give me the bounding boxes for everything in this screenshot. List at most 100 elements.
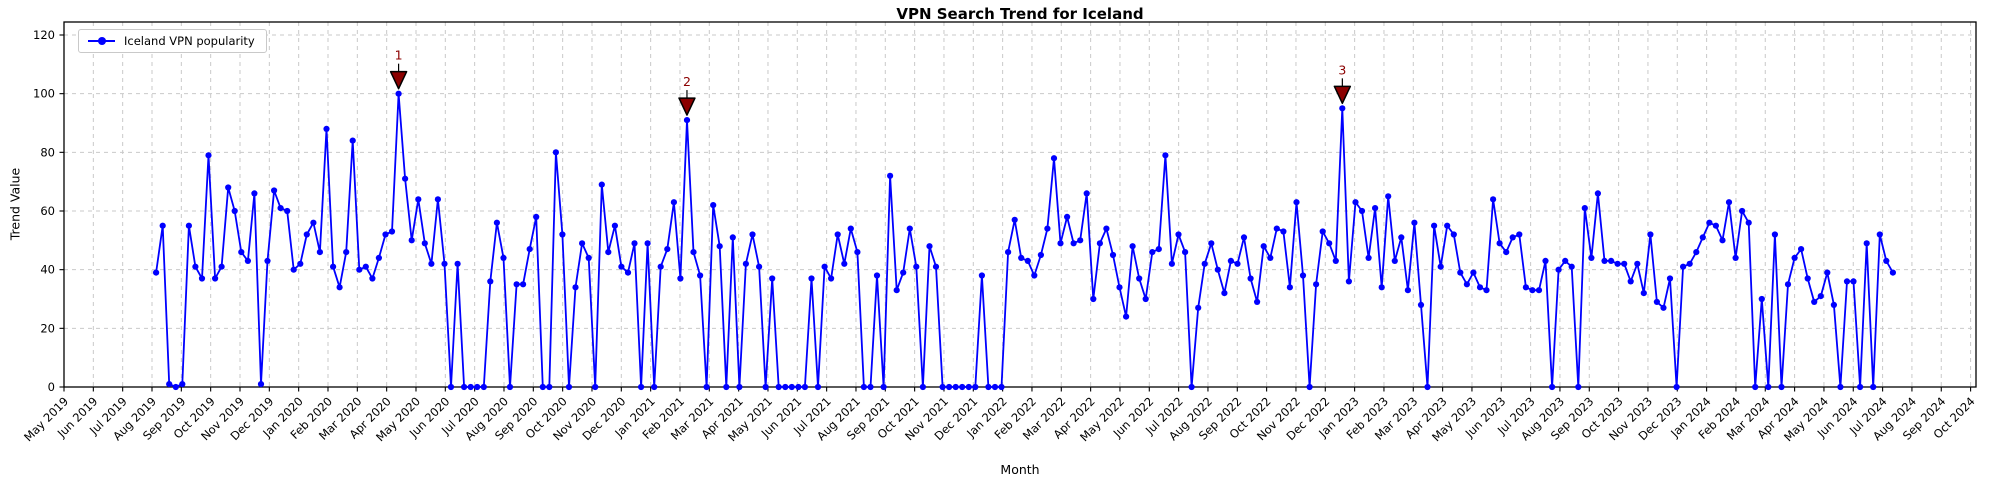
data-point-marker-icon: [343, 249, 350, 256]
data-point-marker-icon: [513, 281, 520, 288]
data-point-marker-icon: [1254, 298, 1261, 305]
data-point-marker-icon: [952, 383, 959, 391]
data-point-marker-icon: [1332, 257, 1339, 264]
data-point-marker-icon: [775, 383, 782, 391]
data-point-marker-icon: [1050, 155, 1058, 162]
data-point-marker-icon: [336, 284, 343, 291]
data-point-marker-icon: [382, 231, 389, 238]
data-point-marker-icon: [1791, 254, 1798, 261]
data-point-marker-icon: [972, 383, 979, 391]
y-tick-label: 60: [40, 204, 55, 218]
data-point-marker-icon: [375, 254, 382, 261]
data-point-marker-icon: [1798, 246, 1805, 253]
data-point-marker-icon: [1195, 304, 1202, 311]
y-tick-label: 0: [48, 380, 55, 394]
data-point-marker-icon: [1745, 219, 1752, 226]
data-point-marker-icon: [1529, 287, 1536, 294]
data-point-marker-icon: [1090, 295, 1097, 303]
data-point-marker-icon: [520, 281, 527, 288]
data-point-marker-icon: [880, 383, 887, 391]
data-point-marker-icon: [205, 152, 212, 159]
data-point-marker-icon: [756, 263, 763, 270]
data-point-marker-icon: [887, 172, 894, 179]
data-point-marker-icon: [1404, 287, 1411, 294]
data-point-marker-icon: [1391, 257, 1398, 264]
data-point-marker-icon: [198, 275, 206, 282]
data-point-marker-icon: [683, 117, 691, 124]
data-point-marker-icon: [1870, 383, 1877, 391]
data-point-marker-icon: [736, 383, 743, 391]
data-point-marker-icon: [1018, 254, 1025, 261]
legend-line-marker-icon: [88, 37, 115, 45]
data-point-marker-icon: [1319, 228, 1326, 235]
data-point-marker-icon: [402, 175, 409, 182]
data-point-marker-icon: [244, 257, 251, 264]
data-point-marker-icon: [1096, 240, 1103, 247]
data-point-marker-icon: [585, 254, 592, 261]
data-point-marker-icon: [1044, 225, 1051, 232]
data-point-marker-icon: [1267, 254, 1274, 261]
data-point-marker-icon: [231, 207, 238, 215]
data-point-marker-icon: [1490, 196, 1497, 203]
data-point-marker-icon: [1162, 152, 1169, 159]
data-point-marker-icon: [959, 383, 966, 391]
legend: Iceland VPN popularity: [78, 29, 267, 53]
data-point-marker-icon: [356, 266, 363, 273]
data-point-marker-icon: [664, 246, 671, 253]
data-point-marker-icon: [1601, 257, 1608, 264]
data-point-marker-icon: [729, 234, 736, 241]
data-point-marker-icon: [1175, 231, 1182, 238]
data-point-marker-icon: [1837, 383, 1844, 391]
data-point-marker-icon: [480, 383, 487, 391]
data-point-marker-icon: [1247, 275, 1254, 282]
data-point-marker-icon: [873, 272, 881, 279]
data-point-marker-icon: [1378, 284, 1385, 291]
data-point-marker-icon: [1129, 243, 1136, 250]
data-point-marker-icon: [1830, 301, 1837, 308]
data-point-marker-icon: [212, 275, 219, 282]
data-point-marker-icon: [1306, 383, 1313, 391]
data-point-marker-icon: [1725, 199, 1733, 206]
data-point-marker-icon: [172, 383, 179, 391]
data-point-marker-icon: [631, 240, 638, 247]
data-point-marker-icon: [264, 257, 271, 264]
data-point-marker-icon: [1457, 269, 1464, 276]
data-point-marker-icon: [1516, 231, 1523, 238]
data-point-marker-icon: [1621, 260, 1628, 267]
annotation-label: 3: [1338, 62, 1346, 77]
data-point-marker-icon: [1706, 219, 1713, 226]
y-tick-label: 80: [40, 145, 55, 159]
data-point-marker-icon: [1227, 257, 1234, 264]
data-point-marker-icon: [572, 284, 579, 291]
data-point-marker-icon: [421, 240, 428, 247]
data-point-marker-icon: [461, 383, 468, 391]
data-point-marker-icon: [1142, 295, 1149, 303]
data-point-marker-icon: [546, 383, 553, 391]
data-point-marker-icon: [1614, 260, 1621, 267]
data-point-marker-icon: [1771, 231, 1778, 238]
data-point-marker-icon: [1123, 313, 1130, 320]
y-tick-label: 100: [33, 87, 55, 101]
data-point-marker-icon: [1765, 383, 1772, 391]
data-point-marker-icon: [1037, 251, 1044, 259]
data-point-marker-icon: [1149, 249, 1156, 256]
data-point-marker-icon: [218, 263, 225, 270]
data-point-marker-icon: [1699, 234, 1706, 241]
data-point-marker-icon: [932, 263, 940, 270]
data-point-marker-icon: [185, 222, 192, 229]
data-point-marker-icon: [1234, 260, 1241, 267]
data-point-marker-icon: [1811, 298, 1818, 305]
data-point-marker-icon: [408, 237, 415, 244]
data-point-marker-icon: [1732, 254, 1739, 261]
data-point-marker-icon: [1136, 275, 1143, 282]
data-point-marker-icon: [1417, 301, 1425, 308]
data-point-marker-icon: [565, 383, 573, 391]
data-point-marker-icon: [1057, 240, 1064, 247]
data-point-marker-icon: [592, 383, 599, 391]
data-point-marker-icon: [1182, 249, 1189, 256]
data-point-marker-icon: [1293, 199, 1300, 206]
data-point-marker-icon: [552, 149, 560, 156]
data-point-marker-icon: [618, 263, 625, 270]
data-point-marker-icon: [795, 383, 802, 391]
